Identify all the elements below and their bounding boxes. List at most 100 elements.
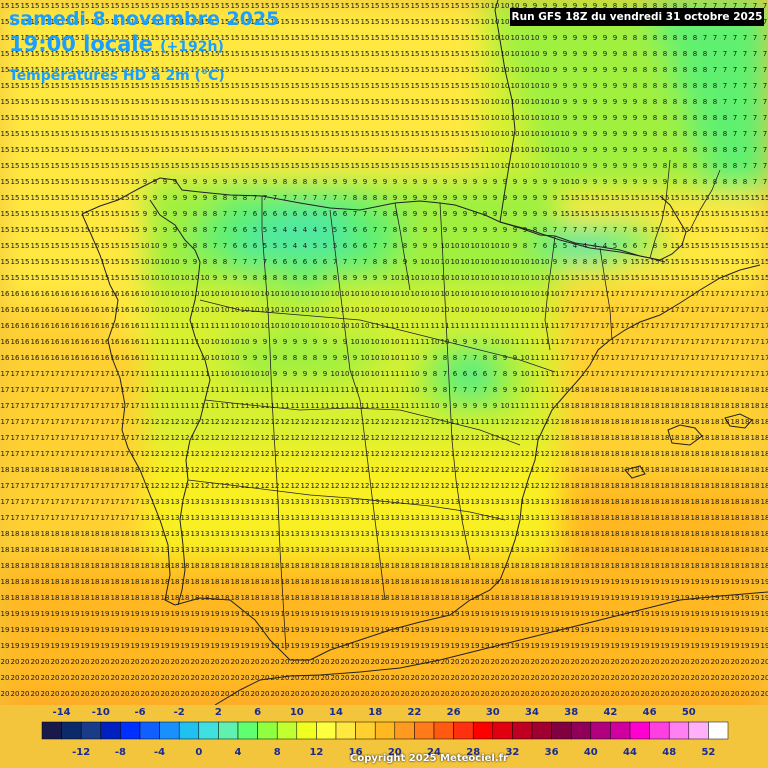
svg-text:8: 8 [623, 34, 627, 42]
svg-text:18: 18 [481, 562, 490, 570]
svg-text:16: 16 [91, 322, 100, 330]
svg-text:10: 10 [431, 274, 440, 282]
svg-text:12: 12 [351, 482, 360, 490]
svg-text:9: 9 [483, 178, 487, 186]
svg-text:18: 18 [711, 530, 720, 538]
svg-text:7: 7 [723, 98, 727, 106]
svg-text:18: 18 [61, 530, 70, 538]
svg-text:15: 15 [411, 18, 420, 26]
svg-text:12: 12 [161, 434, 170, 442]
svg-text:7: 7 [363, 258, 367, 266]
svg-text:15: 15 [441, 2, 450, 10]
svg-text:15: 15 [21, 114, 30, 122]
svg-text:18: 18 [601, 546, 610, 554]
svg-text:10: 10 [151, 290, 160, 298]
svg-text:7: 7 [753, 34, 757, 42]
svg-text:15: 15 [261, 146, 270, 154]
svg-text:10: 10 [381, 290, 390, 298]
svg-text:13: 13 [281, 514, 290, 522]
svg-text:10: 10 [171, 290, 180, 298]
forecast-time: 19:00 locale (+192h) [9, 32, 224, 56]
svg-text:10: 10 [171, 274, 180, 282]
svg-text:11: 11 [401, 386, 410, 394]
svg-text:15: 15 [271, 82, 280, 90]
svg-text:15: 15 [391, 34, 400, 42]
svg-text:12: 12 [541, 466, 550, 474]
svg-text:17: 17 [91, 418, 100, 426]
svg-text:7: 7 [593, 226, 597, 234]
legend-swatch [688, 721, 709, 740]
svg-text:9: 9 [183, 210, 187, 218]
svg-text:17: 17 [561, 370, 570, 378]
svg-text:10: 10 [231, 338, 240, 346]
svg-text:13: 13 [501, 498, 510, 506]
legend-label: 10 [290, 707, 304, 718]
svg-text:15: 15 [11, 146, 20, 154]
svg-text:15: 15 [331, 146, 340, 154]
svg-text:13: 13 [241, 498, 250, 506]
svg-text:6: 6 [343, 210, 348, 218]
svg-text:18: 18 [601, 562, 610, 570]
svg-text:13: 13 [251, 514, 260, 522]
legend-swatch [570, 721, 592, 740]
temperature-values-grid: 15 15 15 15 15 15 15 15 15 15 15 15 15 15 15 15 15 15 15 15… [1, 2, 768, 698]
svg-text:9: 9 [563, 82, 567, 90]
svg-text:17: 17 [731, 370, 740, 378]
svg-text:13: 13 [351, 530, 360, 538]
svg-text:18: 18 [671, 434, 680, 442]
svg-text:15: 15 [121, 258, 130, 266]
svg-text:12: 12 [141, 450, 150, 458]
svg-text:9: 9 [323, 370, 327, 378]
svg-text:13: 13 [261, 514, 270, 522]
svg-text:15: 15 [101, 98, 110, 106]
svg-text:11: 11 [491, 418, 500, 426]
svg-text:10: 10 [551, 114, 560, 122]
svg-text:7: 7 [723, 34, 727, 42]
svg-text:13: 13 [411, 546, 420, 554]
svg-text:9: 9 [573, 114, 577, 122]
svg-text:12: 12 [241, 450, 250, 458]
svg-text:12: 12 [501, 482, 510, 490]
svg-text:18: 18 [671, 418, 680, 426]
svg-text:15: 15 [91, 274, 100, 282]
svg-text:9: 9 [323, 338, 327, 346]
svg-text:18: 18 [571, 514, 580, 522]
svg-text:11: 11 [141, 370, 150, 378]
svg-text:7: 7 [623, 226, 627, 234]
svg-text:12: 12 [521, 418, 530, 426]
svg-text:13: 13 [311, 514, 320, 522]
svg-text:9: 9 [163, 242, 167, 250]
svg-text:18: 18 [571, 466, 580, 474]
svg-text:15: 15 [611, 194, 620, 202]
svg-text:17: 17 [31, 370, 40, 378]
svg-text:10: 10 [531, 274, 540, 282]
legend-label: 26 [447, 707, 461, 718]
svg-text:12: 12 [261, 434, 270, 442]
svg-text:15: 15 [691, 274, 700, 282]
svg-text:15: 15 [251, 98, 260, 106]
svg-text:11: 11 [151, 370, 160, 378]
svg-text:7: 7 [763, 130, 767, 138]
svg-text:9: 9 [553, 66, 557, 74]
svg-text:10: 10 [161, 274, 170, 282]
svg-text:16: 16 [91, 354, 100, 362]
svg-text:9: 9 [453, 178, 457, 186]
svg-text:15: 15 [291, 50, 300, 58]
svg-text:11: 11 [151, 354, 160, 362]
svg-text:10: 10 [491, 162, 500, 170]
svg-text:17: 17 [711, 322, 720, 330]
svg-text:7: 7 [753, 82, 757, 90]
svg-text:15: 15 [461, 162, 470, 170]
svg-text:10: 10 [561, 146, 570, 154]
svg-text:18: 18 [591, 434, 600, 442]
svg-text:18: 18 [691, 402, 700, 410]
svg-text:11: 11 [371, 386, 380, 394]
svg-text:18: 18 [671, 530, 680, 538]
svg-text:9: 9 [493, 194, 497, 202]
svg-text:17: 17 [601, 370, 610, 378]
svg-text:16: 16 [121, 322, 130, 330]
svg-text:18: 18 [571, 482, 580, 490]
svg-text:11: 11 [441, 322, 450, 330]
svg-text:17: 17 [51, 498, 60, 506]
svg-text:18: 18 [711, 386, 720, 394]
